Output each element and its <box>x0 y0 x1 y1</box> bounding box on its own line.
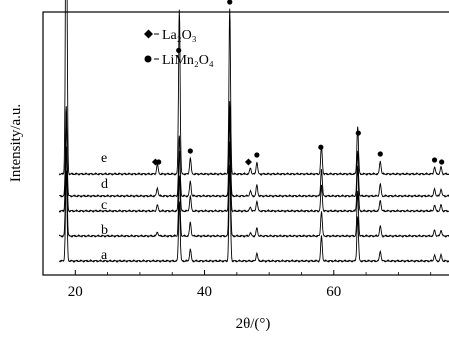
la2o3-marker <box>244 158 252 166</box>
x-tick-label: 20 <box>68 284 83 300</box>
legend-label-la2o3: La₂O₃ <box>162 28 197 43</box>
peak-markers <box>151 0 445 166</box>
limn2o4-marker <box>156 159 162 165</box>
pattern-d <box>59 101 449 198</box>
limn2o4-marker <box>318 144 324 150</box>
pattern-a <box>59 165 449 263</box>
series-label-d: d <box>101 177 108 192</box>
x-tick-label: 60 <box>326 284 341 300</box>
legend: La₂O₃ LiMn₂O₄ <box>144 28 214 68</box>
pattern-b <box>58 141 449 238</box>
legend-diamond-marker <box>144 29 153 39</box>
limn2o4-marker <box>176 47 182 54</box>
series-label-b: b <box>101 223 108 238</box>
pattern-e <box>58 0 449 176</box>
limn2o4-marker <box>227 0 233 5</box>
limn2o4-marker <box>439 159 445 165</box>
x-tick-label: 40 <box>197 284 212 300</box>
pattern-c <box>58 115 449 213</box>
limn2o4-marker <box>187 148 193 154</box>
x-axis-label: 2θ/(°) <box>236 316 271 332</box>
legend-label-limn2o4: LiMn₂O₄ <box>162 53 214 68</box>
x-axis-ticks: 20406080 <box>42 270 432 300</box>
limn2o4-marker <box>377 151 383 157</box>
plot-frame <box>42 11 449 276</box>
limn2o4-marker <box>355 130 361 136</box>
y-axis-label: Intensity/a.u. <box>8 104 24 182</box>
series-label-a: a <box>101 248 108 263</box>
legend-circle-marker <box>144 55 152 63</box>
limn2o4-marker <box>254 152 260 158</box>
series-label-c: c <box>101 198 107 213</box>
series-label-e: e <box>101 151 107 166</box>
limn2o4-marker <box>431 157 438 163</box>
